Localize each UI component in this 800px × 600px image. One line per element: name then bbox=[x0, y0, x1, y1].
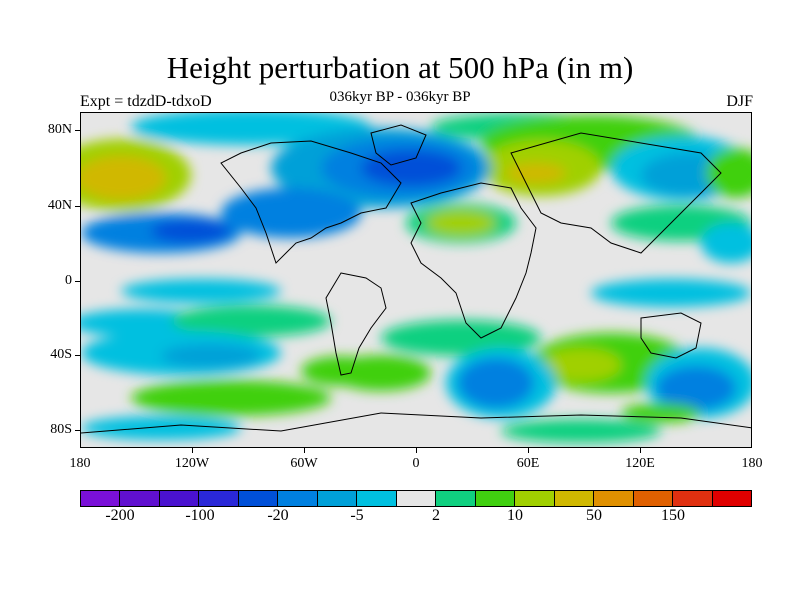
height-perturbation-field bbox=[81, 113, 751, 443]
colorbar-label: -100 bbox=[185, 507, 215, 524]
colorbar-swatch bbox=[436, 491, 476, 506]
contour-region bbox=[81, 416, 241, 440]
colorbar-swatch bbox=[120, 491, 160, 506]
contour-region bbox=[541, 348, 621, 382]
contour-region bbox=[701, 223, 751, 263]
contour-region bbox=[506, 163, 566, 183]
lat-tick bbox=[75, 130, 80, 131]
coastline-north-america bbox=[220, 140, 402, 264]
lat-label-40n: 40N bbox=[47, 198, 72, 213]
lon-tick bbox=[640, 448, 641, 453]
colorbar-swatch bbox=[317, 491, 358, 506]
colorbar-swatch bbox=[159, 491, 200, 506]
experiment-label: Expt = tdzdD-tdxoD bbox=[80, 93, 212, 110]
coastline-europe-africa bbox=[410, 182, 537, 339]
lat-label-0: 0 bbox=[65, 273, 72, 288]
colorbar-swatch bbox=[515, 491, 555, 506]
colorbar-swatch bbox=[554, 491, 595, 506]
lat-tick bbox=[75, 206, 80, 207]
lon-label-60w: 60W bbox=[290, 456, 318, 471]
coastline-australia bbox=[640, 312, 702, 359]
contour-map bbox=[81, 113, 751, 443]
contour-region bbox=[131, 380, 331, 416]
coastline-asia bbox=[510, 132, 722, 254]
colorbar-label: 2 bbox=[432, 507, 440, 524]
season-label: DJF bbox=[726, 93, 753, 110]
lon-label-120e: 120E bbox=[625, 456, 655, 471]
coastlines bbox=[81, 124, 751, 434]
contour-region bbox=[161, 344, 261, 368]
map-panel bbox=[80, 112, 752, 448]
contour-region bbox=[458, 358, 534, 408]
coastline-greenland bbox=[370, 124, 427, 166]
lat-tick bbox=[75, 281, 80, 282]
colorbar-swatch bbox=[81, 491, 121, 506]
lat-label-40s: 40S bbox=[50, 347, 72, 362]
contour-region bbox=[426, 210, 496, 236]
contour-region bbox=[121, 279, 281, 303]
colorbar-label: 50 bbox=[586, 507, 602, 524]
contour-region bbox=[81, 156, 166, 200]
map-subtitle: 036kyr BP - 036kyr BP bbox=[329, 89, 471, 105]
contour-region bbox=[591, 279, 751, 307]
coastline-antarctica bbox=[81, 412, 751, 434]
lon-label-120w: 120W bbox=[174, 456, 210, 471]
contour-region bbox=[656, 366, 736, 410]
lon-label-180w: 180 bbox=[69, 456, 91, 471]
colorbar bbox=[80, 490, 752, 507]
colorbar-swatch bbox=[475, 491, 516, 506]
lat-label-80n: 80N bbox=[47, 122, 72, 137]
contour-region bbox=[131, 113, 371, 145]
colorbar-label: 10 bbox=[507, 507, 523, 524]
lat-tick bbox=[75, 355, 80, 356]
colorbar-swatch bbox=[357, 491, 397, 506]
contour-region bbox=[151, 219, 231, 243]
lon-tick bbox=[528, 448, 529, 453]
contour-region bbox=[381, 320, 541, 356]
lon-label-60e: 60E bbox=[516, 456, 540, 471]
map-title: Height perturbation at 500 hPa (in m) bbox=[166, 50, 634, 85]
contour-region bbox=[501, 419, 661, 443]
colorbar-label: -5 bbox=[350, 507, 364, 524]
colorbar-swatch bbox=[199, 491, 239, 506]
contour-region bbox=[706, 148, 751, 198]
colorbar-swatch bbox=[396, 491, 437, 506]
lon-tick bbox=[304, 448, 305, 453]
contour-region bbox=[361, 150, 461, 186]
lat-label-80s: 80S bbox=[50, 422, 72, 437]
lat-tick bbox=[75, 430, 80, 431]
contour-region bbox=[221, 188, 361, 238]
colorbar-swatch bbox=[712, 491, 751, 506]
coastline-south-america bbox=[325, 272, 387, 376]
lon-label-180e: 180 bbox=[741, 456, 763, 471]
colorbar-swatch bbox=[594, 491, 634, 506]
colorbar-swatch bbox=[278, 491, 318, 506]
colorbar-label: 150 bbox=[661, 507, 685, 524]
lon-tick bbox=[192, 448, 193, 453]
contour-region bbox=[621, 403, 701, 423]
contour-region bbox=[171, 305, 331, 337]
lon-tick bbox=[416, 448, 417, 453]
colorbar-label: -20 bbox=[267, 507, 289, 524]
colorbar-swatch bbox=[238, 491, 279, 506]
colorbar-swatch bbox=[673, 491, 713, 506]
colorbar-label: -200 bbox=[105, 507, 135, 524]
colorbar-swatch bbox=[633, 491, 674, 506]
lon-label-0: 0 bbox=[412, 456, 420, 471]
contour-region bbox=[301, 356, 381, 386]
